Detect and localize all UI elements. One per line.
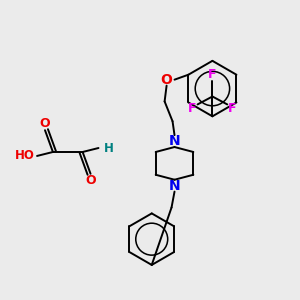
Text: F: F <box>208 68 217 81</box>
Text: F: F <box>228 102 236 115</box>
Text: N: N <box>169 134 180 148</box>
Text: O: O <box>161 73 172 87</box>
Text: F: F <box>188 102 197 115</box>
Text: O: O <box>40 117 50 130</box>
Text: H: H <box>103 142 113 154</box>
Text: HO: HO <box>15 149 35 162</box>
Text: N: N <box>169 179 180 193</box>
Text: O: O <box>85 174 96 187</box>
